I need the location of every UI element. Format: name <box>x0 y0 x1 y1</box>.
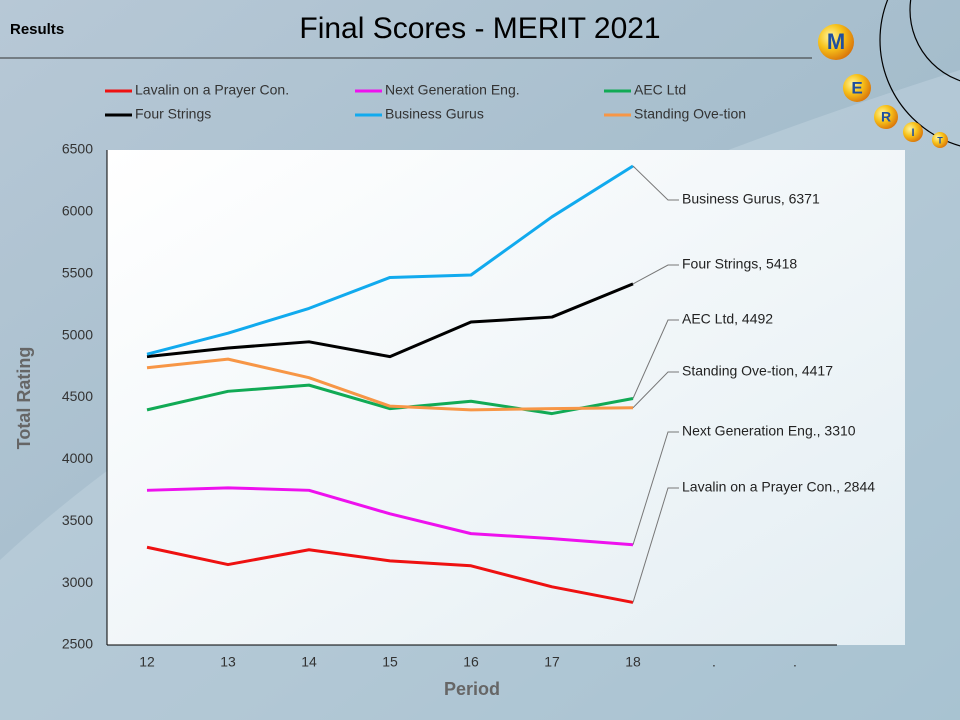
legend-label: Next Generation Eng. <box>385 82 520 98</box>
x-tick-label: . <box>712 654 716 670</box>
logo-ball <box>932 132 948 148</box>
leader-line <box>632 431 679 545</box>
decor-arc <box>879 0 960 147</box>
y-axis-title: Total Rating <box>14 347 34 450</box>
series-line <box>146 357 634 412</box>
data-label: Lavalin on a Prayer Con., 2844 <box>682 479 875 495</box>
leader-line <box>632 319 679 399</box>
x-tick-label: 16 <box>463 654 479 670</box>
series-line <box>146 486 634 547</box>
chart-title: Final Scores - MERIT 2021 <box>299 12 660 45</box>
leader-line <box>632 264 679 285</box>
legend-label: Standing Ove-tion <box>634 106 746 122</box>
data-label: Next Generation Eng., 3310 <box>682 423 856 439</box>
plot-area <box>107 150 905 645</box>
data-label: Business Gurus, 6371 <box>682 191 820 207</box>
x-tick-label: 13 <box>220 654 236 670</box>
logo-ball <box>818 24 854 60</box>
x-tick-label: 17 <box>544 654 560 670</box>
x-axis-title: Period <box>444 679 500 699</box>
y-tick-label: 4500 <box>62 388 93 404</box>
y-tick-label: 6000 <box>62 203 93 219</box>
leader-line <box>632 371 679 409</box>
y-tick-label: 5500 <box>62 264 93 280</box>
y-tick-label: 6500 <box>62 141 93 157</box>
series-line <box>146 383 634 416</box>
data-label: Four Strings, 5418 <box>682 256 797 272</box>
y-tick-label: 2500 <box>62 636 93 652</box>
logo-ball <box>843 74 871 102</box>
y-tick-label: 4000 <box>62 450 93 466</box>
series-line <box>146 545 634 604</box>
y-tick-label: 5000 <box>62 326 93 342</box>
series-line <box>146 282 634 359</box>
x-tick-label: 14 <box>301 654 317 670</box>
legend-label: Business Gurus <box>385 106 484 122</box>
logo-letter: T <box>937 135 943 145</box>
x-tick-label: . <box>793 654 797 670</box>
logo-ball <box>903 122 923 142</box>
logo-letter: E <box>851 78 862 97</box>
series-line <box>146 164 634 356</box>
logo-letter: I <box>911 127 914 139</box>
logo-letter: M <box>827 29 845 54</box>
x-tick-label: 18 <box>625 654 641 670</box>
y-tick-label: 3000 <box>62 574 93 590</box>
x-tick-label: 15 <box>382 654 398 670</box>
legend-label: Lavalin on a Prayer Con. <box>135 82 289 98</box>
data-label: Standing Ove-tion, 4417 <box>682 363 833 379</box>
decor-arc <box>909 0 960 82</box>
legend-label: Four Strings <box>135 106 211 122</box>
data-label: AEC Ltd, 4492 <box>682 311 773 327</box>
leader-line <box>632 487 679 603</box>
leader-line <box>632 165 679 201</box>
y-tick-label: 3500 <box>62 512 93 528</box>
x-tick-label: 12 <box>139 654 155 670</box>
logo-letter: R <box>881 109 891 125</box>
section-label: Results <box>10 21 64 38</box>
logo-ball <box>874 105 898 129</box>
logo: M E R I T <box>818 24 948 148</box>
legend-label: AEC Ltd <box>634 82 686 98</box>
